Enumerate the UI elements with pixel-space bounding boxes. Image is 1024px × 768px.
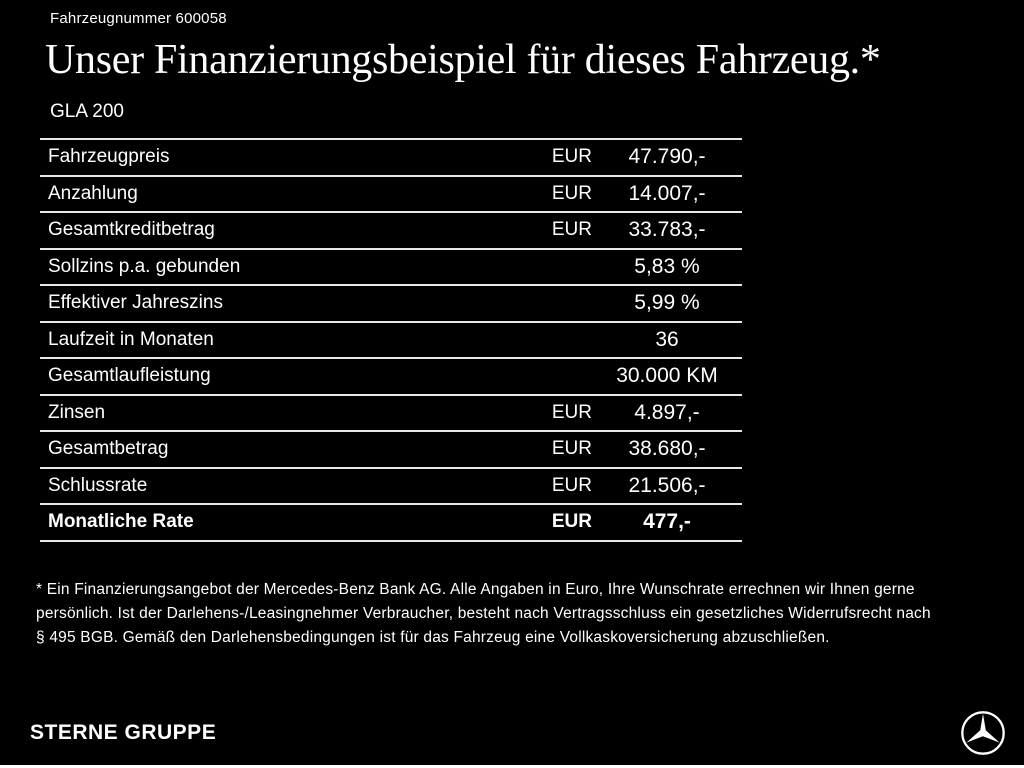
table-row: Effektiver Jahreszins 5,99 % (40, 286, 742, 323)
finance-table: Fahrzeugpreis EUR 47.790,- Anzahlung EUR 14.0… (40, 138, 742, 542)
page-title: Unser Finanzierungsbeispiel für dieses F… (45, 37, 881, 83)
row-value: 477,- (643, 510, 691, 534)
footnote-line: * Ein Finanzierungsangebot der Mercedes-… (36, 581, 915, 598)
vehicle-model: GLA 200 (50, 101, 124, 122)
footnote: * Ein Finanzierungsangebot der Mercedes-… (36, 578, 931, 650)
footnote-line: § 495 BGB. Gemäß den Darlehensbedingunge… (36, 629, 830, 646)
row-currency: EUR (551, 511, 592, 533)
table-row: Sollzins p.a. gebunden 5,83 % (40, 250, 742, 286)
row-value: 5,83 % (634, 254, 700, 278)
row-label: Zinsen (48, 401, 106, 423)
table-row: Fahrzeugpreis EUR 47.790,- (40, 140, 742, 177)
row-label: Effektiver Jahreszins (48, 292, 223, 314)
row-label: Gesamtlaufleistung (48, 365, 211, 387)
table-row: Laufzeit in Monaten 36 (40, 323, 742, 359)
row-label: Sollzins p.a. gebunden (48, 255, 241, 277)
row-value: 30.000 KM (616, 364, 718, 388)
row-value: 14.007,- (628, 181, 706, 205)
row-label: Fahrzeugpreis (48, 146, 170, 168)
mercedes-star-icon (960, 710, 1006, 756)
row-value: 5,99 % (634, 291, 700, 315)
row-label: Schlussrate (48, 474, 148, 496)
footer: STERNE GRUPPE (30, 710, 1006, 756)
row-currency: EUR (551, 401, 592, 423)
row-currency: EUR (551, 474, 592, 496)
row-currency: EUR (551, 146, 592, 168)
row-value: 47.790,- (628, 145, 706, 169)
row-label: Anzahlung (48, 182, 138, 204)
table-row: Schlussrate EUR 21.506,- (40, 469, 742, 505)
footnote-line: persönlich. Ist der Darlehens-/Leasingne… (36, 605, 931, 622)
row-value: 33.783,- (628, 218, 706, 242)
row-value: 21.506,- (628, 473, 706, 497)
table-row: Zinsen EUR 4.897,- (40, 396, 742, 432)
row-label: Gesamtbetrag (48, 438, 169, 460)
row-value: 38.680,- (628, 437, 706, 461)
table-row: Anzahlung EUR 14.007,- (40, 177, 742, 213)
row-currency: EUR (551, 182, 592, 204)
row-value: 4.897,- (634, 400, 700, 424)
row-currency: EUR (551, 438, 592, 460)
row-label: Laufzeit in Monaten (48, 328, 214, 350)
vehicle-number: Fahrzeugnummer 600058 (50, 10, 227, 27)
row-label: Monatliche Rate (48, 511, 194, 533)
bottom-divider (0, 765, 1024, 768)
row-currency: EUR (551, 219, 592, 241)
table-row: Gesamtbetrag EUR 38.680,- (40, 432, 742, 469)
row-label: Gesamtkreditbetrag (48, 219, 215, 241)
dealer-brand: STERNE GRUPPE (30, 721, 217, 744)
row-value: 36 (655, 327, 679, 351)
table-row: Monatliche Rate EUR 477,- (40, 505, 742, 542)
table-row: Gesamtlaufleistung 30.000 KM (40, 359, 742, 396)
table-row: Gesamtkreditbetrag EUR 33.783,- (40, 213, 742, 250)
